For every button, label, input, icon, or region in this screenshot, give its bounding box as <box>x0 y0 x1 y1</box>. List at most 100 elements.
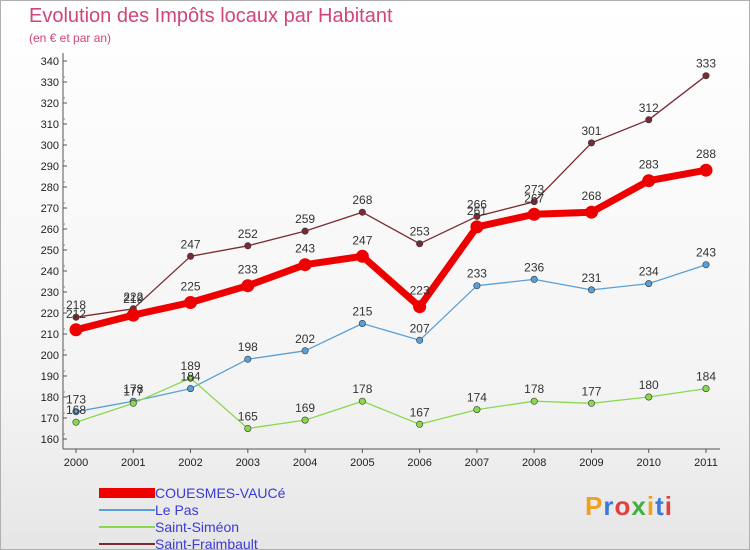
data-point <box>301 227 309 235</box>
data-label: 333 <box>696 57 716 71</box>
data-label: 247 <box>352 233 372 247</box>
data-label: 253 <box>410 225 430 239</box>
y-tick-label: 310 <box>41 119 59 131</box>
y-tick-label: 170 <box>41 413 59 425</box>
x-tick-label: 2010 <box>636 457 660 469</box>
data-point <box>244 355 252 363</box>
data-point <box>244 424 252 432</box>
y-tick-label: 280 <box>41 182 59 194</box>
y-tick-label: 260 <box>41 224 59 236</box>
data-label: 288 <box>696 147 716 161</box>
series-line <box>75 264 707 413</box>
y-tick-label: 200 <box>41 350 59 362</box>
data-label: 177 <box>581 384 601 398</box>
data-point <box>72 313 80 321</box>
data-label: 180 <box>639 378 659 392</box>
logo-letter: x <box>631 491 647 521</box>
data-label: 267 <box>524 191 544 205</box>
y-tick-label: 210 <box>41 329 59 341</box>
data-label: 218 <box>66 298 86 312</box>
chart-title: Evolution des Impôts locaux par Habitant <box>29 5 393 27</box>
legend-swatch-couesmes <box>99 488 155 498</box>
data-label: 268 <box>581 189 601 203</box>
data-point <box>72 418 80 426</box>
series-line <box>75 75 707 318</box>
data-point <box>645 393 653 401</box>
logo-letter: i <box>664 491 673 521</box>
data-point <box>358 397 366 405</box>
data-point <box>530 198 538 206</box>
data-label: 215 <box>352 305 372 319</box>
y-tick-label: 340 <box>41 56 59 68</box>
legend-item-couesmes: COUESMES-VAUCé <box>99 485 329 502</box>
chart-subtitle: (en € et par an) <box>29 31 112 45</box>
data-label: 236 <box>524 260 544 274</box>
x-tick-label: 2006 <box>407 457 431 469</box>
data-label: 312 <box>639 101 659 115</box>
data-point <box>642 174 656 188</box>
logo-letter: i <box>646 491 656 521</box>
data-point <box>416 420 424 428</box>
data-label: 219 <box>123 292 143 306</box>
data-label: 301 <box>581 124 601 138</box>
y-tick-label: 230 <box>41 287 59 299</box>
legend-label-saint-simeon: Saint-Siméon <box>155 519 240 535</box>
y-tick-label: 220 <box>41 308 59 320</box>
data-point <box>699 163 713 177</box>
series-line <box>72 166 710 334</box>
legend: COUESMES-VAUCé Le Pas Saint-Siméon Saint… <box>99 485 329 549</box>
legend-item-saint-fraimbault: Saint-Fraimbault <box>99 536 329 549</box>
data-label: 234 <box>639 265 659 279</box>
data-label: 268 <box>352 193 372 207</box>
data-point <box>301 416 309 424</box>
x-tick-label: 2009 <box>579 457 603 469</box>
data-label: 243 <box>295 242 315 256</box>
data-label: 184 <box>181 370 201 384</box>
legend-item-le-pas: Le Pas <box>99 502 329 519</box>
data-label: 198 <box>238 340 258 354</box>
data-label: 168 <box>66 403 86 417</box>
data-point <box>587 139 595 147</box>
y-tick-label: 270 <box>41 203 59 215</box>
data-label: 178 <box>524 382 544 396</box>
data-point <box>298 258 312 272</box>
data-label: 169 <box>295 401 315 415</box>
legend-item-saint-simeon: Saint-Siméon <box>99 519 329 536</box>
data-label: 184 <box>696 370 716 384</box>
y-tick-label: 190 <box>41 371 59 383</box>
data-label: 273 <box>524 183 544 197</box>
data-point <box>416 336 424 344</box>
axes: 160 170 180 190 200 210 220 230 240 250 260 270 280 2… <box>41 53 720 469</box>
data-label: 174 <box>467 391 487 405</box>
data-label: 223 <box>410 284 430 298</box>
data-label: 212 <box>66 307 86 321</box>
data-label: 178 <box>123 382 143 396</box>
data-point <box>358 208 366 216</box>
data-point <box>358 319 366 327</box>
x-tick-label: 2004 <box>293 457 317 469</box>
legend-swatch-saint-simeon <box>99 526 155 528</box>
proxiti-logo: Proxiti <box>585 491 673 522</box>
data-point <box>645 280 653 288</box>
data-point <box>187 374 195 382</box>
data-point <box>184 296 198 309</box>
y-tick-label: 300 <box>41 140 59 152</box>
data-label: 222 <box>123 290 143 304</box>
x-tick-label: 2005 <box>350 457 374 469</box>
x-tick-label: 2007 <box>465 457 489 469</box>
data-label: 207 <box>410 321 430 335</box>
data-label: 243 <box>696 246 716 260</box>
data-point <box>413 300 427 314</box>
data-point <box>470 220 484 234</box>
y-tick-label: 160 <box>41 434 59 446</box>
data-label: 266 <box>467 197 487 211</box>
data-point <box>587 399 595 407</box>
data-label: 259 <box>295 212 315 226</box>
data-label: 189 <box>181 359 201 373</box>
data-label: 261 <box>467 204 487 218</box>
data-label: 202 <box>295 332 315 346</box>
data-point <box>587 286 595 294</box>
data-point <box>645 116 653 124</box>
